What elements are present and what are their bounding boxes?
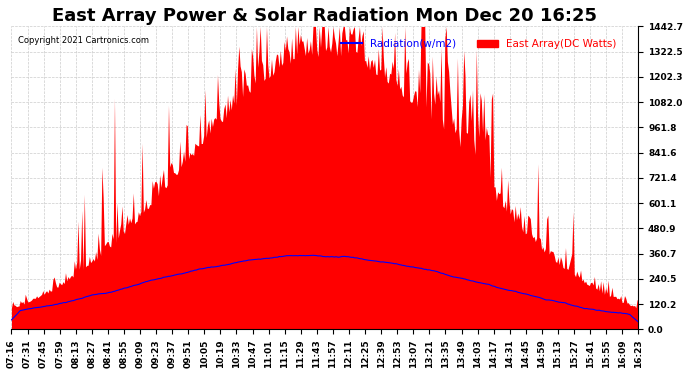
Text: Copyright 2021 Cartronics.com: Copyright 2021 Cartronics.com <box>18 36 149 45</box>
Legend: Radiation(w/m2), East Array(DC Watts): Radiation(w/m2), East Array(DC Watts) <box>337 35 620 53</box>
Title: East Array Power & Solar Radiation Mon Dec 20 16:25: East Array Power & Solar Radiation Mon D… <box>52 7 598 25</box>
